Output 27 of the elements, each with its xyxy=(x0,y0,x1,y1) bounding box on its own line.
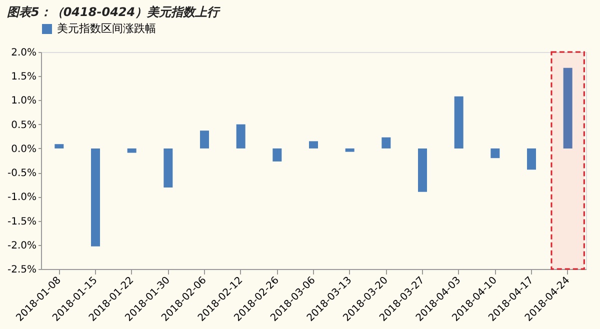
bar xyxy=(345,148,354,152)
y-tick-label: -2.5% xyxy=(7,264,36,276)
y-tick-label: -1.0% xyxy=(7,192,36,204)
y-tick-label: -2.0% xyxy=(7,240,36,252)
bar xyxy=(382,137,391,148)
y-tick-label: 2.0% xyxy=(11,48,36,58)
y-tick-label: 1.0% xyxy=(11,96,36,107)
bar xyxy=(309,141,318,148)
y-tick-label: -1.5% xyxy=(7,216,36,228)
bar xyxy=(490,148,500,158)
bar xyxy=(164,148,173,188)
y-tick-label: 1.5% xyxy=(11,72,36,83)
bar xyxy=(54,144,64,148)
y-tick-label: -0.5% xyxy=(7,168,36,180)
y-tick-label: 0.5% xyxy=(11,120,36,131)
bar xyxy=(91,148,100,246)
bar xyxy=(563,68,572,148)
bar xyxy=(454,96,464,148)
bar xyxy=(200,130,209,148)
y-tick-label: 0.0% xyxy=(11,144,36,155)
chart-title: 图表5：（0418-0424）美元指数上行 xyxy=(6,5,222,19)
bar xyxy=(127,148,136,153)
bar xyxy=(527,148,536,170)
bar xyxy=(236,124,246,148)
legend-label: 美元指数区间涨跌幅 xyxy=(57,22,156,35)
bar xyxy=(418,148,427,192)
bar xyxy=(272,148,282,162)
